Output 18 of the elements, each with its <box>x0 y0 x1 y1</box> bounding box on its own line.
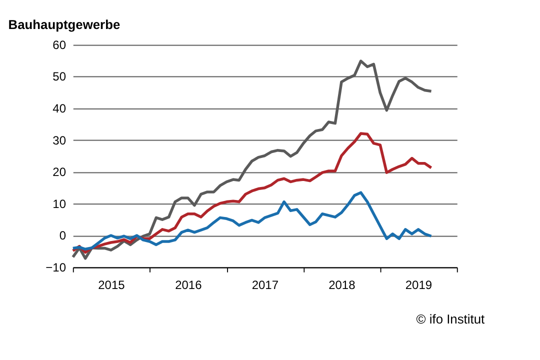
chart-title: Bauhauptgewerbe <box>8 17 120 32</box>
x-tick-label: 2019 <box>405 278 432 292</box>
line-series <box>72 191 433 251</box>
y-tick-label: 60 <box>52 38 66 52</box>
y-tick-label: 30 <box>52 133 66 148</box>
y-tick-label: 40 <box>52 102 66 116</box>
y-tick-label: −10 <box>46 260 66 274</box>
x-tick-label: 2016 <box>175 278 202 292</box>
x-tick-label: 2018 <box>328 278 356 292</box>
x-tick-label: 2015 <box>98 278 126 292</box>
y-tick-label: 50 <box>52 70 66 84</box>
y-tick-label: 0 <box>59 228 66 243</box>
x-tick-label: 2017 <box>252 278 279 292</box>
text: © ifo Institut <box>416 312 486 327</box>
line-series <box>72 60 433 260</box>
line-series <box>72 132 433 254</box>
y-tick-label: 20 <box>52 165 66 180</box>
y-tick-label: 10 <box>52 196 66 211</box>
